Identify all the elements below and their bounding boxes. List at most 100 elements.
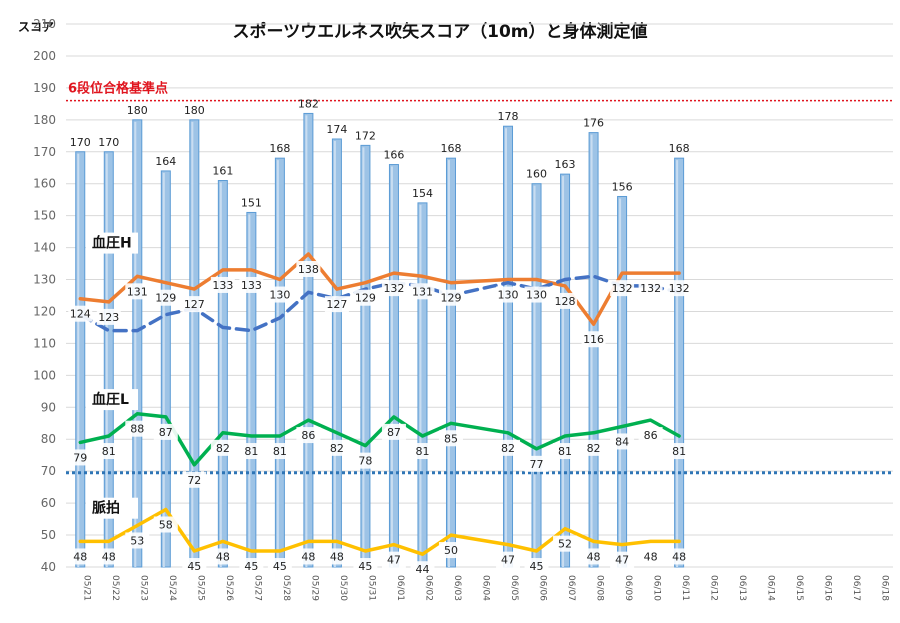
y-tick-label: 180 — [33, 113, 56, 127]
data-label-bg — [267, 558, 292, 575]
data-label-bg — [524, 558, 549, 575]
series-data-label: 86 — [301, 429, 315, 442]
score-data-label: 160 — [526, 168, 547, 181]
score-bar — [274, 157, 285, 568]
data-label-bg — [553, 443, 578, 460]
data-label-bg — [239, 443, 264, 460]
data-label-bg — [210, 276, 235, 293]
score-bar — [417, 202, 428, 568]
data-label-bg — [210, 548, 235, 565]
x-tick-label: 06/09 — [623, 575, 633, 601]
series-data-label: 133 — [212, 279, 233, 292]
y-tick-label: 110 — [33, 336, 56, 350]
series-data-label: 78 — [358, 455, 372, 468]
series-data-label: 81 — [558, 445, 572, 458]
series-data-label: 131 — [412, 285, 433, 298]
score-data-label: 174 — [326, 123, 347, 136]
data-label-bg — [324, 296, 349, 313]
series-name-label: 血圧H — [92, 235, 132, 252]
data-label-bg — [638, 427, 663, 444]
y-tick-label: 90 — [41, 400, 56, 414]
series-data-label: 47 — [387, 554, 401, 567]
data-label-bg — [381, 280, 406, 297]
series-data-label: 124 — [70, 308, 91, 321]
series-data-label: 87 — [387, 426, 401, 439]
series-data-label: 81 — [244, 445, 258, 458]
x-tick-label: 06/07 — [566, 575, 576, 601]
series-data-label: 45 — [187, 560, 201, 573]
series-data-label: 45 — [273, 560, 287, 573]
series-data-label: 81 — [102, 445, 116, 458]
series-data-label: 50 — [444, 544, 458, 557]
x-tick-label: 05/23 — [138, 575, 148, 601]
series-name-bg — [86, 232, 138, 254]
series-data-label: 48 — [644, 550, 658, 563]
score-bar — [445, 157, 456, 568]
data-label-bg — [182, 296, 207, 313]
score-data-label: 168 — [269, 142, 290, 155]
y-tick-label: 200 — [33, 49, 56, 63]
score-bar — [531, 183, 542, 568]
score-bar — [132, 119, 143, 568]
x-tick-label: 05/24 — [167, 575, 177, 601]
series-data-label: 132 — [383, 282, 404, 295]
x-tick-label: 06/05 — [509, 575, 519, 601]
x-tick-label: 05/29 — [309, 575, 319, 601]
data-label-bg — [496, 286, 521, 303]
series-data-label: 86 — [644, 429, 658, 442]
series-data-label: 48 — [672, 550, 686, 563]
data-label-bg — [638, 280, 663, 297]
series-data-label: 128 — [555, 295, 576, 308]
x-tick-label: 06/01 — [395, 575, 405, 601]
data-label-bg — [610, 551, 635, 568]
series-name-labels: 血圧H 血圧L 脈拍 — [86, 232, 138, 519]
y-tick-label: 50 — [41, 528, 56, 542]
x-tick-labels: 05/21 05/22 05/23 05/24 05/25 05/26 05/27 05/28… — [81, 575, 889, 601]
score-bar — [588, 132, 599, 568]
y-tick-label: 190 — [33, 81, 56, 95]
score-data-label: 176 — [583, 117, 604, 130]
data-label-bg — [496, 439, 521, 456]
score-data-label: 180 — [127, 104, 148, 117]
data-label-bg — [553, 292, 578, 309]
data-label-bg — [153, 289, 178, 306]
data-label-bg — [68, 449, 93, 466]
data-label-bg — [96, 443, 121, 460]
series-data-label: 48 — [301, 550, 315, 563]
series-data-label: 81 — [672, 445, 686, 458]
data-label-bg — [381, 551, 406, 568]
x-tick-label: 06/16 — [823, 575, 833, 601]
data-label-bg — [96, 308, 121, 325]
y-tick-label: 60 — [41, 496, 56, 510]
data-label-bg — [438, 542, 463, 559]
score-data-label: 178 — [498, 110, 519, 123]
series-data-label: 116 — [583, 333, 604, 346]
y-tick-label: 130 — [33, 273, 56, 287]
reference-line-label: 6段位合格基準点 — [68, 81, 168, 97]
score-data-label: 170 — [98, 136, 119, 149]
series-data-label: 45 — [244, 560, 258, 573]
score-bar — [217, 180, 228, 568]
data-label-bg — [267, 286, 292, 303]
series-data-label: 77 — [530, 458, 544, 471]
x-tick-label: 05/28 — [281, 575, 291, 601]
series-data-label: 44 — [415, 563, 429, 576]
series-data-label: 133 — [241, 279, 262, 292]
score-bar — [189, 119, 200, 568]
data-label-bg — [524, 455, 549, 472]
x-tick-label: 05/27 — [252, 575, 262, 601]
data-label-bg — [125, 420, 150, 437]
data-label-bg — [153, 516, 178, 533]
x-tick-label: 05/26 — [224, 575, 234, 601]
x-tick-label: 06/04 — [481, 575, 491, 601]
x-tick-label: 06/11 — [680, 575, 690, 601]
data-label-bg — [410, 283, 435, 300]
series-data-label: 45 — [358, 560, 372, 573]
score-bar — [617, 195, 628, 568]
y-tick-labels: 40 50 60 70 80 90 100 110 120 130 140 150 160 170 180 1… — [33, 17, 56, 574]
series-data-label: 79 — [73, 451, 87, 464]
score-bar — [160, 170, 171, 568]
data-label-bg — [153, 423, 178, 440]
data-label-bg — [610, 280, 635, 297]
